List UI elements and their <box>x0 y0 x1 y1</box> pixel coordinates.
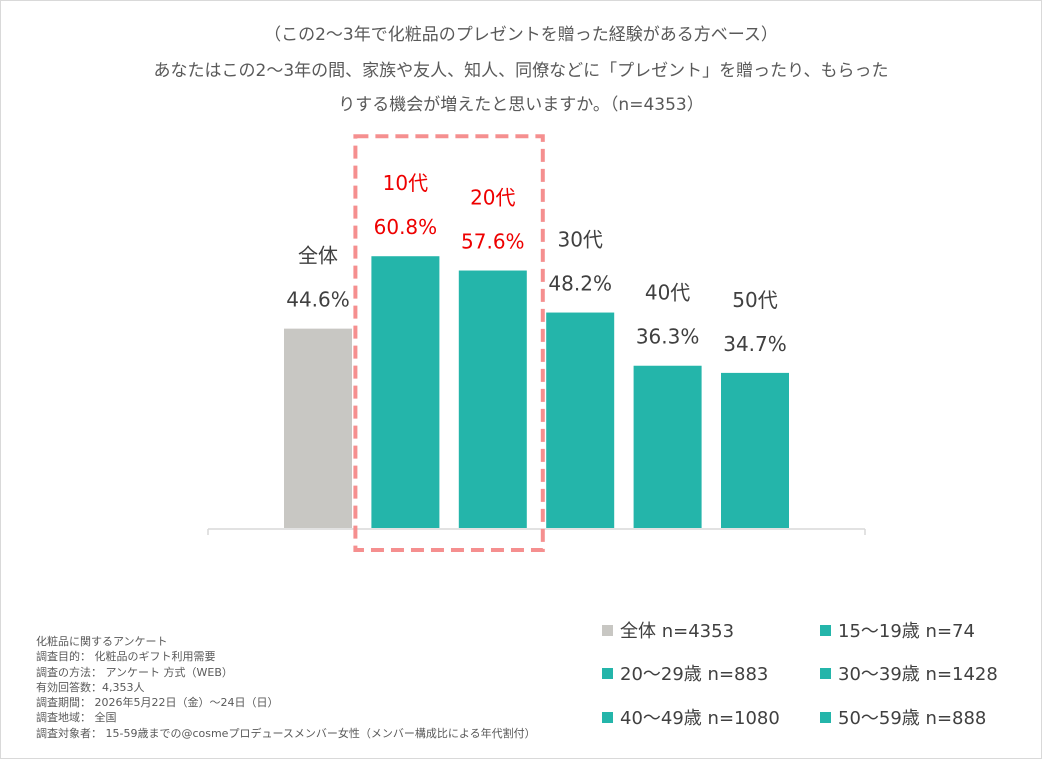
legend-label: 50～59歳 n=888 <box>838 708 987 729</box>
legend-label: 20～29歳 n=883 <box>620 664 769 685</box>
legend-label: 30～39歳 n=1428 <box>838 664 998 685</box>
legend-label: 全体 n=4353 <box>620 621 735 642</box>
legend-swatch <box>820 667 831 679</box>
legend-swatch <box>602 624 613 636</box>
bar-1 <box>371 256 440 528</box>
bar-4 <box>633 365 702 528</box>
survey-note: 調査対象者： 15-59歳までの@cosmeプロデュースメンバー女性（メンバー構… <box>36 726 536 740</box>
survey-note: 調査期間： 2026年5月22日（金）～24日（日） <box>36 696 279 710</box>
legend-swatch <box>820 711 831 723</box>
data-label-value: 36.3% <box>636 325 700 349</box>
data-label-value: 48.2% <box>548 272 612 296</box>
legend-item-20-29: 20～29歳 n=883 <box>602 660 768 686</box>
survey-note: 調査地域： 全国 <box>36 711 117 725</box>
survey-note: 調査目的： 化粧品のギフト利用需要 <box>36 650 216 664</box>
data-label-category: 20代 <box>470 186 515 210</box>
legend-swatch <box>602 711 613 723</box>
legend-item-total: 全体 n=4353 <box>602 617 734 643</box>
legend-label: 15～19歳 n=74 <box>838 621 975 642</box>
legend-item-50-59: 50～59歳 n=888 <box>820 704 986 730</box>
survey-note: 調査の方法： アンケート 方式（WEB） <box>36 665 233 679</box>
legend-swatch <box>820 624 831 636</box>
chart-title-line-2: あなたはこの2～3年の間、家族や友人、知人、同僚などに「プレゼント」を贈ったり、… <box>153 61 889 81</box>
legend-item-15-19: 15～19歳 n=74 <box>820 617 975 643</box>
legend-item-40-49: 40～49歳 n=1080 <box>602 704 780 730</box>
data-label-value: 57.6% <box>461 230 525 254</box>
data-label-category: 全体 <box>298 244 338 268</box>
legend-item-30-39: 30～39歳 n=1428 <box>820 660 998 686</box>
survey-notes: 化粧品に関するアンケート 調査目的： 化粧品のギフト利用需要 調査の方法： アン… <box>36 634 536 741</box>
legend-swatch <box>602 667 613 679</box>
data-label-category: 50代 <box>732 288 777 312</box>
bar-0 <box>284 328 352 528</box>
data-label-category: 40代 <box>645 281 690 305</box>
bar-5 <box>721 372 789 528</box>
legend-label: 40～49歳 n=1080 <box>620 708 780 729</box>
survey-note: 有効回答数：4,353人 <box>36 680 145 694</box>
chart-title-line-1: （この2～3年で化粧品のプレゼントを贈った経験がある方ベース） <box>264 25 778 45</box>
data-label-category: 30代 <box>557 228 602 252</box>
data-label-value: 34.7% <box>723 332 787 356</box>
survey-note: 化粧品に関するアンケート <box>36 635 168 648</box>
data-label-value: 60.8% <box>374 215 438 239</box>
bar-3 <box>546 312 615 528</box>
chart-title-line-3: りする機会が増えたと思いますか。（n=4353） <box>338 95 704 115</box>
bar-2 <box>458 270 527 528</box>
data-label-value: 44.6% <box>286 288 350 312</box>
data-label-category: 10代 <box>383 171 428 195</box>
